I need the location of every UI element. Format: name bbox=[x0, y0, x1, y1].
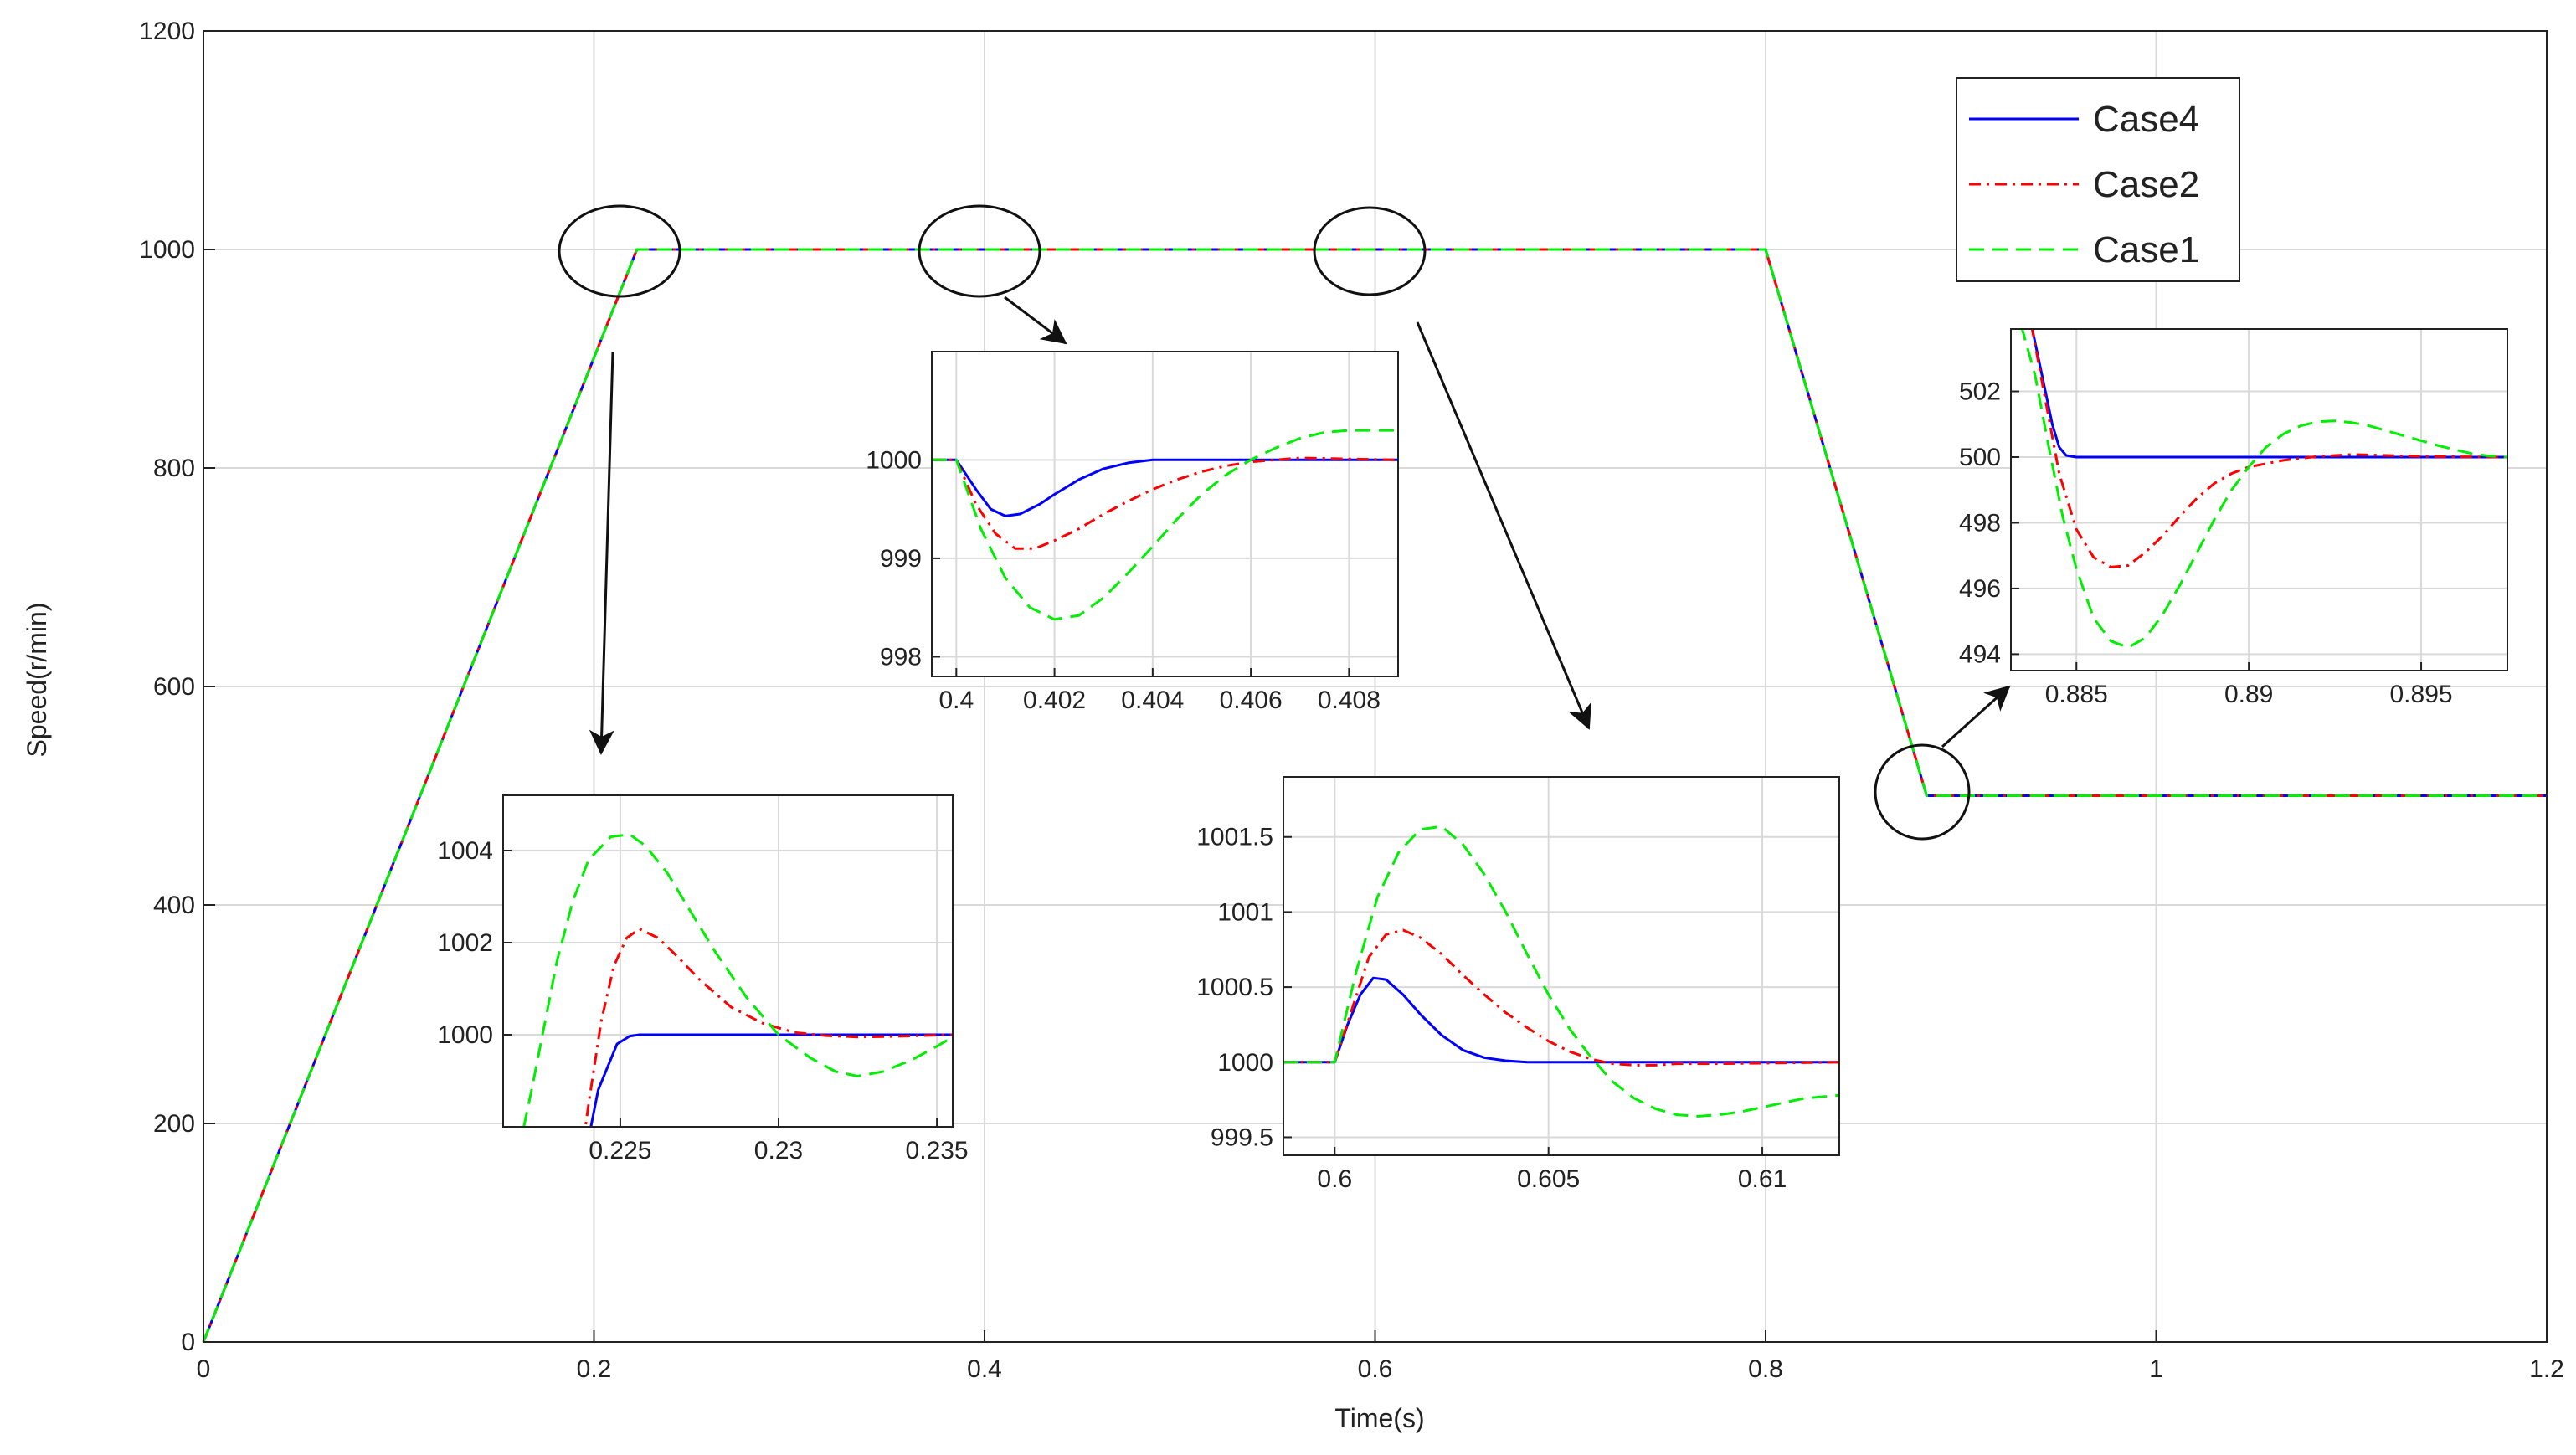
inset-frame bbox=[502, 794, 954, 1128]
inset-x-tick-label: 0.235 bbox=[906, 1137, 969, 1165]
x-tick-label: 0.8 bbox=[1748, 1355, 1783, 1383]
inset-series-case1-line bbox=[932, 429, 1398, 621]
inset-series-case4-line bbox=[1283, 976, 1839, 1064]
inset-x-tick-label: 0.885 bbox=[2045, 681, 2108, 708]
inset-frame bbox=[1283, 776, 1840, 1156]
inset-frame bbox=[931, 351, 1399, 677]
inset-y-tick-label: 1004 bbox=[437, 837, 493, 865]
inset-frame bbox=[2010, 328, 2508, 671]
inset-y-tick-label: 999 bbox=[880, 545, 922, 573]
main-plot-area bbox=[202, 248, 2547, 1343]
x-axis-label: Time(s) bbox=[1334, 1403, 1424, 1433]
inset-y-tick-label: 1002 bbox=[437, 929, 493, 957]
inset-bg bbox=[932, 352, 1398, 676]
inset-x-tick-label: 0.895 bbox=[2390, 681, 2453, 708]
inset-y-tick-label: 1000 bbox=[437, 1021, 493, 1049]
x-tick-label: 0 bbox=[197, 1355, 211, 1383]
inset-series-case4-line bbox=[2030, 329, 2507, 459]
series-case1-line bbox=[202, 248, 2547, 1343]
inset-y-tick-label: 500 bbox=[1959, 444, 2001, 471]
inset-bg bbox=[503, 795, 953, 1127]
x-tick-label: 0.6 bbox=[1358, 1355, 1393, 1383]
x-tick-label: 1.2 bbox=[2529, 1355, 2564, 1383]
y-axis-label: Speed(r/min) bbox=[22, 603, 52, 758]
inset-series-group bbox=[2020, 329, 2507, 649]
zoom-arrow bbox=[1416, 321, 1591, 730]
inset-series-case4-line bbox=[932, 458, 1398, 517]
y-tick-label: 600 bbox=[153, 673, 195, 701]
zoom-arrow bbox=[1004, 296, 1067, 345]
inset-x-tick-label: 0.408 bbox=[1318, 686, 1381, 714]
inset-series-group bbox=[932, 429, 1398, 621]
inset-y-tick-label: 1000 bbox=[1217, 1049, 1273, 1077]
inset-x-tick-label: 0.402 bbox=[1023, 686, 1086, 714]
inset-y-tick-label: 1000 bbox=[866, 446, 922, 474]
inset-0885: 0.885 0.89 0.895 494 496 498 500 502 bbox=[1959, 328, 2508, 708]
y-tick-label: 800 bbox=[153, 455, 195, 482]
inset-series-case1-line bbox=[2020, 329, 2507, 649]
inset-x-tick-label: 0.605 bbox=[1517, 1165, 1580, 1193]
zoom-arrow bbox=[589, 351, 614, 755]
x-tick-label: 0.4 bbox=[967, 1355, 1002, 1383]
zoom-annotations bbox=[558, 204, 2011, 841]
x-tick-label: 1 bbox=[2149, 1355, 2163, 1383]
inset-series-group bbox=[522, 833, 953, 1127]
y-tick-label: 1000 bbox=[139, 236, 195, 264]
zoom-marker-ellipse bbox=[918, 204, 1041, 298]
y-tick-label: 200 bbox=[153, 1110, 195, 1138]
inset-bg bbox=[1283, 777, 1839, 1155]
zoom-marker-ellipse bbox=[1874, 743, 1971, 841]
zoom-marker-ellipse bbox=[1313, 206, 1427, 296]
inset-x-tick-label: 0.404 bbox=[1121, 686, 1184, 714]
inset-series-case2-line bbox=[1283, 928, 1839, 1067]
inset-series-case1-line bbox=[522, 833, 953, 1127]
inset-series-case2-line bbox=[584, 928, 953, 1127]
inset-x-tick-label: 0.61 bbox=[1738, 1165, 1787, 1193]
legend-box bbox=[1956, 77, 2240, 282]
zoom-marker-ellipse bbox=[558, 204, 681, 298]
y-tick-label: 1200 bbox=[139, 18, 195, 45]
legend: Case4 Case2 Case1 bbox=[1956, 77, 2240, 282]
inset-y-tick-label: 999.5 bbox=[1211, 1123, 1273, 1151]
y-tick-label: 0 bbox=[181, 1329, 195, 1356]
inset-0400: 0.4 0.402 0.404 0.406 0.408 998 999 1000 bbox=[866, 351, 1399, 714]
zoom-arrow bbox=[1941, 685, 2011, 748]
inset-series-group bbox=[1283, 825, 1839, 1118]
x-tick-label: 0.2 bbox=[577, 1355, 612, 1383]
legend-label-case4: Case4 bbox=[2093, 99, 2199, 140]
legend-label-case1: Case1 bbox=[2093, 229, 2199, 270]
inset-x-tick-label: 0.4 bbox=[938, 686, 974, 714]
inset-series-case2-line bbox=[932, 456, 1398, 550]
y-tick-label: 400 bbox=[153, 892, 195, 919]
inset-y-tick-label: 998 bbox=[880, 643, 922, 671]
inset-y-tick-label: 1000.5 bbox=[1196, 974, 1273, 1001]
inset-y-tick-label: 1001.5 bbox=[1196, 824, 1273, 851]
inset-x-tick-label: 0.6 bbox=[1317, 1165, 1352, 1193]
inset-x-tick-label: 0.406 bbox=[1220, 686, 1283, 714]
inset-y-tick-label: 1001 bbox=[1217, 898, 1273, 926]
inset-y-tick-label: 502 bbox=[1959, 378, 2001, 406]
inset-x-tick-label: 0.89 bbox=[2224, 681, 2273, 708]
inset-y-tick-label: 494 bbox=[1959, 640, 2001, 668]
main-plot-frame bbox=[203, 30, 2548, 1343]
inset-x-tick-label: 0.225 bbox=[589, 1137, 651, 1165]
inset-series-case2-line bbox=[2030, 329, 2507, 568]
inset-series-case1-line bbox=[1283, 825, 1839, 1118]
inset-0600: 0.6 0.605 0.61 999.5 1000 1000.5 1001 1001.5 bbox=[1196, 776, 1840, 1193]
inset-y-tick-label: 496 bbox=[1959, 575, 2001, 603]
inset-x-tick-label: 0.23 bbox=[754, 1137, 803, 1165]
legend-label-case2: Case2 bbox=[2093, 164, 2199, 205]
inset-y-tick-label: 498 bbox=[1959, 509, 2001, 537]
main-axes: 0 0.2 0.4 0.6 0.8 1 1.2 0 200 400 600 800 1000 1200 bbox=[139, 18, 2564, 1383]
inset-bg bbox=[2011, 329, 2507, 671]
inset-0225: 0.225 0.23 0.235 1000 1002 1004 bbox=[437, 794, 969, 1165]
